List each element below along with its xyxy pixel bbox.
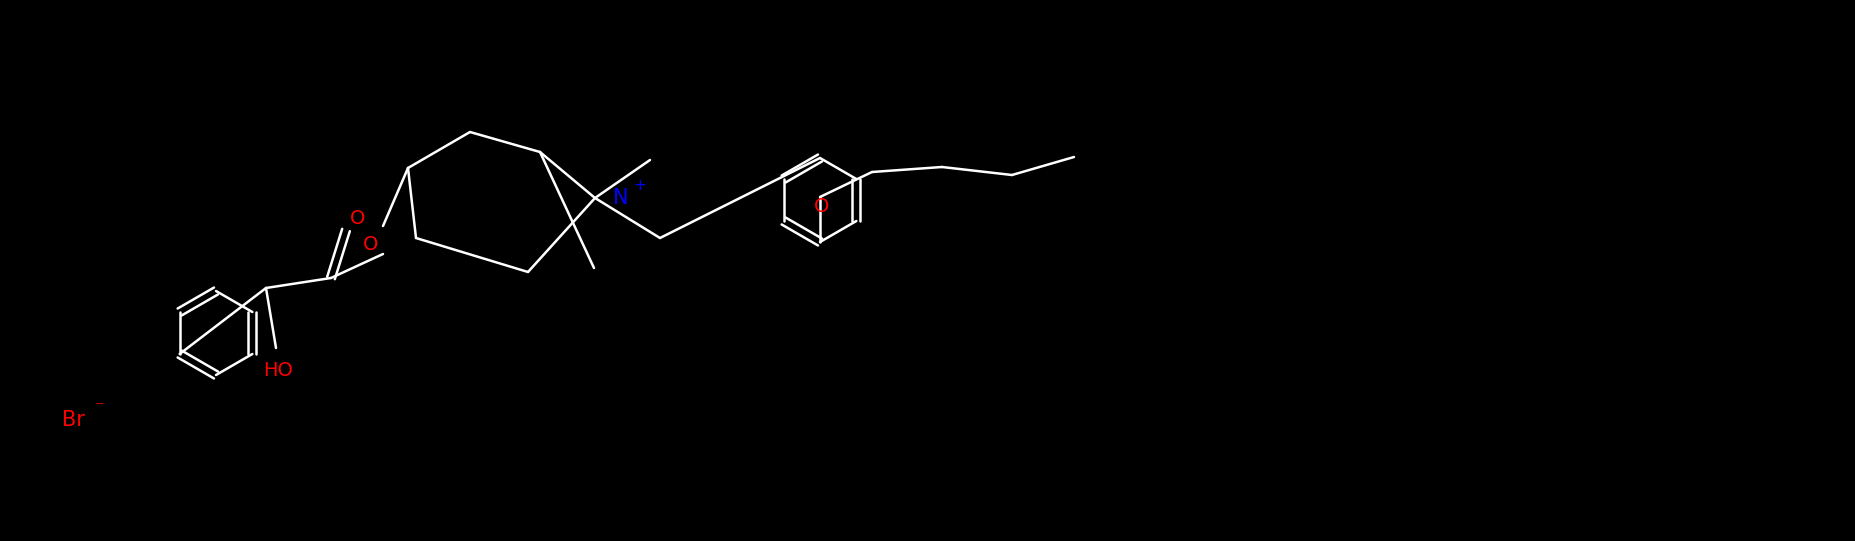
Text: HO: HO [263,360,293,379]
Text: Br: Br [61,410,85,430]
Text: O: O [364,234,378,254]
Text: +: + [633,179,646,194]
Text: N: N [612,188,629,208]
Text: O: O [814,197,829,216]
Text: O: O [351,208,365,228]
Text: ⁻: ⁻ [95,399,104,417]
